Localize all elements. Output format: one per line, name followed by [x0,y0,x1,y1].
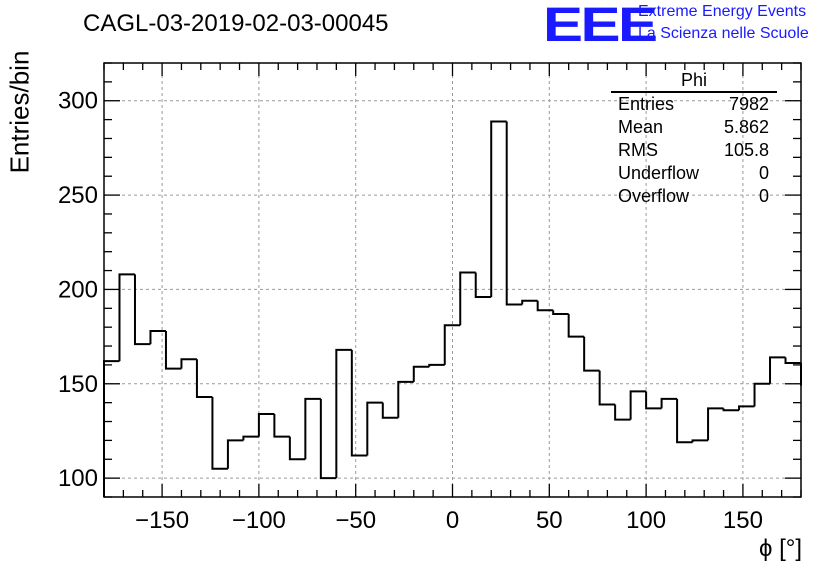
histogram-bin [614,404,631,421]
histogram-bin [428,363,445,367]
histogram-bin [629,390,647,420]
histogram-bin [769,356,786,384]
histogram-bin [474,272,492,298]
stats-label: Underflow [618,163,700,183]
stats-value: 0 [758,186,769,206]
histogram-bin [304,397,321,460]
histogram-bin [676,398,693,444]
logo-text-line2: La Scienza nelle Scuole [638,25,809,42]
stats-label: Overflow [618,186,690,206]
x-tick-label: 150 [723,507,763,534]
x-axis-label: ϕ [°] [758,535,802,562]
x-tick-label: 100 [626,507,666,534]
eee-logo: EEE [543,0,658,52]
histogram-bin [257,412,275,437]
y-axis-label: Entries/bin [4,50,35,174]
histogram-bin [645,391,662,410]
stats-value: 105.8 [723,140,769,160]
y-tick-label: 150 [58,371,98,398]
histogram-bin [319,398,337,480]
histogram-bin [180,358,197,369]
x-tick-label: −100 [232,507,286,534]
stats-row-underflow: Underflow 0 [611,162,777,185]
grid-lines [104,63,801,497]
histogram-bin [722,408,740,412]
histogram-bin [149,329,166,345]
histogram-bin [366,401,383,456]
stats-row-overflow: Overflow 0 [611,185,777,208]
histogram-bin [536,300,554,312]
histogram-bin [738,405,755,411]
histogram-bin [505,121,523,306]
histogram-bin [381,402,399,419]
stats-label: RMS [618,140,658,160]
histogram-bin [133,274,151,346]
histogram-bin [567,313,585,338]
stats-value: 7982 [728,94,769,114]
histogram-bin [226,439,244,469]
histogram-bin [118,273,135,362]
y-tick-label: 200 [58,276,98,303]
stats-row-rms: RMS 105.8 [611,139,777,162]
histogram-bin [164,330,182,370]
histogram-bin [490,120,507,297]
x-tick-label: −150 [135,507,189,534]
histogram-bin [242,435,259,441]
histogram-bars [103,120,802,497]
histogram-bin [552,310,569,315]
stats-label: Mean [618,117,664,137]
histogram-bin [784,357,801,365]
stats-label: Entries [618,94,675,114]
histogram-bin [211,396,228,470]
histogram-bin [350,349,368,457]
histogram-bin [521,299,538,305]
histogram-bin [660,397,678,409]
histogram-bin [443,324,461,365]
x-tick-label: 50 [536,507,563,534]
x-tick-label: −50 [335,507,376,534]
stats-value: 5.862 [723,117,769,137]
histogram-bin [103,360,120,497]
stats-box: Phi Entries 7982 Mean 5.862 RMS 105.8 Un… [611,70,777,208]
histogram-bin [707,407,724,441]
histogram-bin [753,382,771,407]
histogram-bin [288,436,306,461]
chart-title: CAGL-03-2019-02-03-00045 [83,10,389,37]
axis-ticks [103,62,802,498]
y-tick-label: 250 [58,182,98,209]
stats-box-title: Phi [611,70,777,93]
histogram-bin [412,365,430,382]
stats-row-entries: Entries 7982 [611,93,777,116]
histogram-bin [335,348,352,479]
logo-text-line1: Extreme Energy Events [638,3,807,20]
stats-value: 0 [758,163,769,183]
histogram-bin [195,359,213,398]
histogram-bin [459,271,476,326]
histogram-bin [273,413,290,438]
x-tick-label: 0 [446,507,459,534]
tick-labels: −150 −100 −50 0 50 100 150 100 150 200 250 300 [58,88,763,534]
histogram-bin [583,336,600,372]
histogram-bin [397,380,414,418]
histogram-bin [691,439,709,443]
stats-row-mean: Mean 5.862 [611,116,777,139]
y-tick-label: 100 [58,465,98,492]
histogram-bin [598,370,616,406]
y-tick-label: 300 [58,88,98,115]
